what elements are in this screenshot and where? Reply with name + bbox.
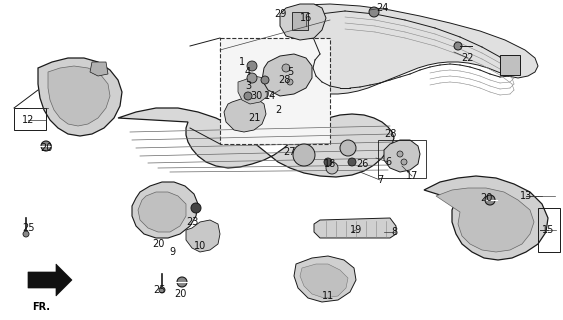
Polygon shape	[48, 66, 110, 126]
Circle shape	[485, 195, 495, 205]
Text: 6: 6	[385, 157, 391, 167]
Polygon shape	[238, 76, 270, 104]
Text: 27: 27	[284, 147, 296, 157]
Polygon shape	[384, 140, 420, 172]
Text: 11: 11	[322, 291, 334, 301]
Bar	[220, 38, 330, 144]
Polygon shape	[294, 256, 356, 302]
Polygon shape	[132, 182, 198, 238]
Text: 16: 16	[300, 13, 312, 23]
Polygon shape	[138, 192, 186, 232]
Polygon shape	[186, 220, 220, 252]
Polygon shape	[118, 108, 394, 177]
Text: 2: 2	[275, 105, 281, 115]
Text: 28: 28	[278, 75, 290, 85]
Circle shape	[247, 61, 257, 71]
Text: 9: 9	[169, 247, 175, 257]
Bar	[14, 108, 46, 130]
Circle shape	[348, 158, 356, 166]
Circle shape	[41, 141, 51, 151]
Text: 19: 19	[350, 225, 362, 235]
Circle shape	[247, 73, 257, 83]
Circle shape	[401, 159, 407, 165]
Text: 1: 1	[239, 57, 245, 67]
Circle shape	[324, 158, 332, 166]
Text: 14: 14	[264, 91, 276, 101]
Text: 25: 25	[22, 223, 34, 233]
Polygon shape	[38, 58, 122, 136]
Text: 23: 23	[186, 217, 198, 227]
Polygon shape	[314, 218, 396, 238]
Circle shape	[159, 287, 165, 293]
Polygon shape	[295, 4, 538, 94]
Circle shape	[282, 64, 290, 72]
Text: 26: 26	[356, 159, 368, 169]
Circle shape	[369, 7, 379, 17]
Text: 4: 4	[245, 67, 251, 77]
Text: 20: 20	[480, 193, 492, 203]
Circle shape	[397, 151, 403, 157]
Text: 29: 29	[274, 9, 286, 19]
Text: 25: 25	[154, 285, 166, 295]
Text: 28: 28	[384, 129, 396, 139]
Circle shape	[454, 42, 462, 50]
Text: 13: 13	[520, 191, 532, 201]
Polygon shape	[280, 4, 326, 40]
Text: 8: 8	[391, 227, 397, 237]
Bar	[538, 208, 560, 252]
Bar	[378, 140, 426, 178]
Polygon shape	[300, 264, 348, 298]
Circle shape	[244, 92, 252, 100]
Text: 12: 12	[22, 115, 34, 125]
Text: 20: 20	[40, 143, 52, 153]
Circle shape	[293, 144, 315, 166]
Text: 18: 18	[324, 159, 336, 169]
Circle shape	[177, 277, 187, 287]
Polygon shape	[224, 98, 266, 132]
Polygon shape	[28, 264, 72, 296]
Text: 3: 3	[245, 81, 251, 91]
Text: 20: 20	[174, 289, 186, 299]
Text: 7: 7	[377, 175, 383, 185]
Circle shape	[287, 79, 293, 85]
Text: 22: 22	[462, 53, 474, 63]
Text: 15: 15	[542, 225, 554, 235]
Circle shape	[261, 76, 269, 84]
Circle shape	[191, 203, 201, 213]
Text: 5: 5	[287, 67, 293, 77]
Polygon shape	[436, 188, 534, 252]
Text: FR.: FR.	[32, 302, 50, 312]
Text: 21: 21	[248, 113, 260, 123]
Polygon shape	[90, 62, 108, 76]
Text: 10: 10	[194, 241, 206, 251]
Circle shape	[340, 140, 356, 156]
Polygon shape	[500, 55, 520, 75]
Text: 20: 20	[152, 239, 164, 249]
Polygon shape	[262, 54, 312, 96]
Circle shape	[23, 231, 29, 237]
Text: 24: 24	[376, 3, 388, 13]
Polygon shape	[424, 176, 548, 260]
Text: 17: 17	[406, 171, 418, 181]
Polygon shape	[292, 12, 308, 30]
Circle shape	[326, 162, 338, 174]
Text: 30: 30	[250, 91, 262, 101]
